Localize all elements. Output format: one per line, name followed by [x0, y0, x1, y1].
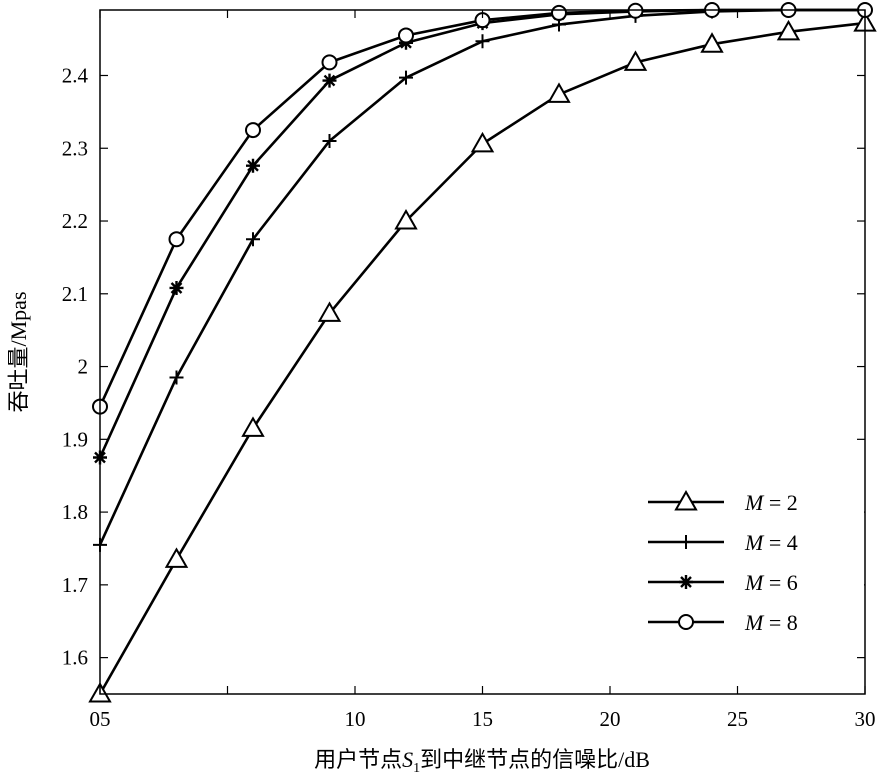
data-point-plus [475, 34, 490, 49]
y-tick-label: 1.9 [62, 427, 88, 451]
data-point-circle [398, 27, 414, 44]
legend-label: M = 6 [744, 570, 798, 595]
data-point-triangle [700, 32, 724, 53]
x-axis-title-suffix: 到中继节点的信噪比/dB [420, 747, 650, 772]
data-point-asterisk [246, 158, 260, 173]
legend-label: M = 4 [744, 530, 798, 555]
data-point-circle [321, 54, 338, 71]
data-point-asterisk [169, 280, 184, 295]
legend-box [632, 472, 864, 642]
y-tick-label: 1.8 [62, 500, 88, 524]
data-point-plus [246, 232, 260, 247]
legend-label: M = 8 [744, 610, 798, 635]
y-tick-label: 2.4 [62, 63, 89, 87]
series-asterisk [93, 3, 872, 465]
data-point-triangle [317, 301, 342, 322]
x-tick-label: 30 [855, 707, 876, 731]
legend-marker-asterisk [679, 575, 693, 589]
x-tick-label: 20 [600, 707, 621, 731]
series-plus [93, 3, 872, 552]
data-point-plus [322, 133, 337, 148]
series-line [98, 8, 865, 408]
x-axis-title: 用户节点S1到中继节点的信噪比/dB [314, 747, 650, 776]
data-point-asterisk [322, 73, 337, 88]
y-tick-label: 2 [78, 355, 89, 379]
legend-marker-circle [678, 614, 694, 630]
x-tick-label: 15 [472, 707, 493, 731]
legend: M = 2 M = 4 M = 6 M = 8 [632, 472, 864, 642]
series-line [98, 8, 865, 459]
data-point-triangle [547, 82, 571, 103]
y-tick-label: 2.1 [62, 282, 88, 306]
y-axis-title: 吞吐量/Mpas [6, 291, 31, 412]
data-point-plus [399, 70, 413, 85]
data-point-triangle [470, 131, 495, 153]
axes: 05 10 15 20 25 30 1.6 1.7 1.8 1.9 2 2.1 2.2 2.3 2.4 [62, 10, 876, 731]
legend-label: M = 2 [744, 490, 798, 515]
series-circle [92, 2, 873, 415]
y-tick-label: 1.6 [62, 646, 88, 670]
data-point-triangle [394, 209, 418, 230]
x-tick-label: 05 [90, 707, 111, 731]
y-tick-label: 1.7 [62, 573, 88, 597]
data-point-triangle [164, 547, 189, 568]
data-point-circle [551, 4, 567, 21]
data-point-circle [245, 122, 261, 139]
x-axis-title-var: S [402, 747, 413, 772]
data-point-circle [168, 231, 185, 248]
data-point-plus [169, 370, 184, 385]
x-axis-title-prefix: 用户节点 [314, 747, 402, 772]
series-triangle [88, 11, 877, 703]
legend-marker-plus [679, 535, 693, 549]
y-tick-label: 2.3 [62, 136, 88, 160]
data-point-triangle [241, 416, 265, 437]
data-point-triangle [623, 50, 648, 71]
data-point-triangle [776, 19, 801, 41]
y-tick-label: 2.2 [62, 209, 88, 233]
series-line [98, 8, 865, 546]
x-tick-label: 10 [345, 707, 366, 731]
x-axis-title-sub: 1 [413, 761, 420, 776]
legend-marker-triangle [674, 489, 698, 511]
x-tick-label: 25 [727, 707, 748, 731]
